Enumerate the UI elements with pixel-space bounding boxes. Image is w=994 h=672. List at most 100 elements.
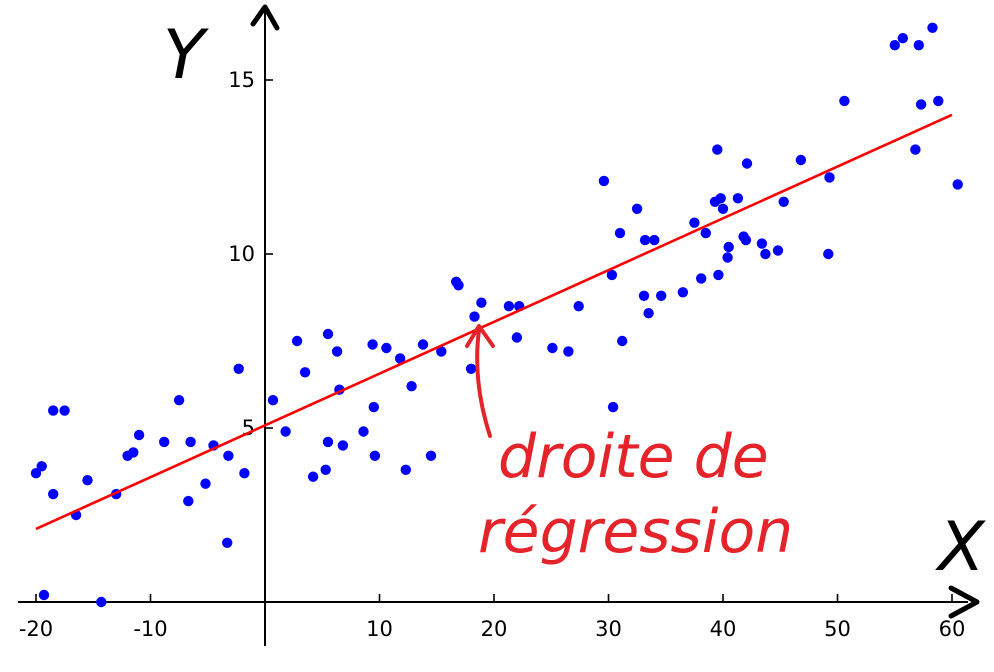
data-point	[927, 22, 938, 33]
data-point	[436, 346, 447, 357]
data-point	[656, 290, 667, 301]
data-point	[503, 301, 515, 312]
scatter-points	[30, 22, 963, 608]
data-point	[173, 395, 185, 406]
x-tick-label: 40	[710, 617, 737, 641]
data-point	[598, 175, 610, 187]
data-point	[48, 405, 59, 416]
data-point	[823, 248, 834, 260]
x-ticks: -20 -10 10 20 30 40 50 60	[19, 594, 966, 641]
data-point	[607, 401, 619, 413]
y-axis-arrowhead	[250, 4, 280, 31]
regression-annotation: droite de régression	[465, 324, 793, 567]
x-axis-label: X	[935, 508, 986, 587]
data-point	[772, 245, 784, 256]
data-point	[715, 193, 726, 204]
data-point	[358, 426, 369, 437]
data-point	[639, 234, 651, 246]
x-tick-label: -10	[133, 617, 167, 641]
annotation-arrow	[465, 324, 495, 438]
data-point	[307, 471, 319, 482]
data-point	[824, 172, 835, 183]
x-tick-label: 60	[939, 617, 966, 641]
data-point	[723, 241, 734, 253]
data-point	[239, 468, 250, 479]
data-point	[159, 436, 170, 448]
data-point	[368, 401, 379, 413]
data-point	[394, 353, 406, 364]
x-tick-label: 20	[481, 617, 508, 641]
data-point	[563, 346, 574, 357]
data-point	[133, 429, 145, 441]
data-point	[320, 464, 331, 475]
data-point	[337, 440, 349, 451]
data-point	[649, 234, 660, 246]
x-tick-label: 10	[366, 617, 393, 641]
x-axis-arrowhead	[948, 585, 980, 619]
annotation-line-2: régression	[478, 497, 793, 567]
data-point	[700, 227, 711, 239]
annotation-line-1: droite de	[498, 422, 769, 492]
data-point	[573, 301, 584, 312]
data-point	[183, 495, 194, 507]
data-point	[128, 447, 139, 458]
y-tick-label: 15	[228, 68, 255, 92]
data-point	[476, 297, 487, 308]
data-point	[915, 99, 927, 110]
data-point	[952, 179, 963, 190]
data-point	[36, 461, 47, 472]
data-point	[511, 332, 523, 343]
data-point	[712, 144, 723, 155]
data-point	[233, 363, 244, 374]
data-point	[638, 290, 650, 301]
data-point	[381, 342, 392, 354]
data-point	[59, 405, 70, 416]
regression-line	[35, 113, 953, 531]
data-point	[795, 154, 807, 166]
data-point	[291, 335, 303, 347]
data-point	[696, 273, 707, 284]
data-point	[933, 95, 944, 107]
y-axis-label: Y	[163, 16, 209, 95]
data-point	[677, 287, 689, 298]
data-point	[547, 342, 558, 354]
data-point	[469, 311, 480, 322]
data-point	[465, 363, 477, 374]
data-point	[839, 95, 850, 107]
data-point	[740, 234, 752, 246]
data-point	[910, 144, 921, 155]
data-point	[82, 475, 93, 486]
x-tick-label: -20	[19, 617, 53, 641]
axes	[18, 4, 980, 646]
data-point	[322, 436, 334, 448]
x-tick-label: 30	[595, 617, 622, 641]
data-point	[732, 193, 744, 204]
data-point	[689, 217, 700, 228]
data-point	[48, 488, 59, 500]
data-point	[267, 395, 279, 406]
data-point	[453, 280, 464, 291]
data-point	[367, 339, 378, 350]
data-point	[778, 196, 789, 207]
y-tick-label: 10	[228, 242, 255, 266]
data-point	[406, 381, 417, 392]
data-point	[280, 426, 291, 437]
data-point	[96, 596, 107, 608]
data-point	[425, 450, 437, 461]
data-point	[756, 238, 768, 249]
data-point	[185, 436, 196, 448]
data-point	[606, 269, 618, 281]
data-point	[614, 227, 626, 239]
data-point	[223, 450, 234, 461]
data-point	[889, 40, 900, 51]
data-point	[222, 537, 233, 548]
data-point	[299, 367, 311, 378]
data-point	[38, 589, 50, 601]
data-point	[417, 339, 429, 350]
data-point	[741, 158, 753, 169]
data-point	[400, 464, 411, 475]
data-point	[643, 308, 654, 319]
data-point	[617, 335, 628, 347]
